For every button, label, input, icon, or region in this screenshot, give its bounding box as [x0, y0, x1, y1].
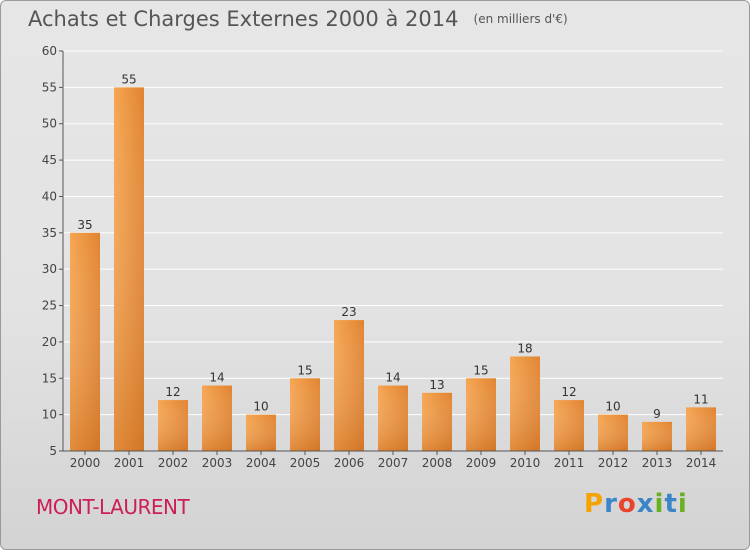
commune-name: MONT-LAURENT [36, 495, 190, 519]
x-tick-label: 2014 [686, 456, 717, 470]
x-tick-label: 2013 [642, 456, 673, 470]
bar-shade [158, 400, 188, 451]
y-tick-label: 55 [42, 80, 57, 94]
y-tick-label: 15 [42, 371, 57, 385]
x-tick-label: 2006 [334, 456, 365, 470]
x-tick-label: 2008 [422, 456, 453, 470]
bars: 35 55 12 14 10 15 23 14 13 15 18 12 10 9 11 [70, 72, 716, 451]
y-tick-label: 10 [42, 408, 57, 422]
axes: 5 10 15 20 25 30 35 40 45 50 55 60 2000 2001 2002 2003 2… [42, 44, 723, 470]
x-tick-label: 2009 [466, 456, 497, 470]
proxiti-logo: Proxiti [584, 489, 688, 519]
y-tick-label: 25 [42, 299, 57, 313]
bar-value-label: 9 [653, 407, 661, 421]
bar-value-label: 14 [209, 371, 224, 385]
y-tick-label: 5 [49, 444, 57, 458]
chart-subtitle: (en milliers d'€) [473, 12, 568, 26]
bar-shade [114, 87, 144, 451]
bar-shade [466, 378, 496, 451]
logo-letter: x [636, 489, 655, 519]
y-tick-label: 40 [42, 189, 57, 203]
bar-value-label: 10 [605, 400, 620, 414]
bar-shade [378, 385, 408, 451]
x-tick-label: 2001 [114, 456, 145, 470]
chart-title: Achats et Charges Externes 2000 à 2014 [28, 7, 459, 31]
bar-shade [642, 421, 672, 451]
x-tick-label: 2003 [202, 456, 233, 470]
bar-shade [290, 378, 320, 451]
logo-letter: i [654, 489, 665, 519]
y-tick-label: 45 [42, 153, 57, 167]
bar-shade [70, 232, 100, 451]
y-tick-label: 20 [42, 335, 57, 349]
y-tick-label: 60 [42, 44, 57, 58]
y-tick-label: 50 [42, 117, 57, 131]
y-tick-label: 30 [42, 262, 57, 276]
bar-shade [686, 407, 716, 451]
bar-value-label: 15 [473, 363, 488, 377]
bar-value-label: 23 [341, 305, 356, 319]
x-tick-label: 2005 [290, 456, 321, 470]
x-tick-label: 2002 [158, 456, 189, 470]
x-tick-label: 2000 [70, 456, 101, 470]
logo-letter: o [617, 489, 637, 519]
bar-value-label: 13 [429, 378, 444, 392]
logo-letter: r [604, 489, 618, 519]
bar-value-label: 14 [385, 371, 400, 385]
bar-value-label: 11 [693, 392, 708, 406]
bar-value-label: 55 [121, 72, 136, 86]
x-tick-label: 2012 [598, 456, 629, 470]
title-row: Achats et Charges Externes 2000 à 2014 (… [28, 7, 568, 31]
bar-shade [510, 356, 540, 451]
x-tick-label: 2011 [554, 456, 585, 470]
logo-letter: t [664, 489, 678, 519]
x-tick-label: 2007 [378, 456, 409, 470]
bar-shade [598, 414, 628, 451]
bar-value-label: 15 [297, 363, 312, 377]
bar-value-label: 12 [561, 385, 576, 399]
bar-value-label: 35 [77, 218, 92, 232]
x-tick-label: 2010 [510, 456, 541, 470]
bar-value-label: 12 [165, 385, 180, 399]
logo-letter: i [677, 489, 688, 519]
y-tick-label: 35 [42, 226, 57, 240]
x-tick-label: 2004 [246, 456, 277, 470]
bar-shade [334, 320, 364, 451]
logo-letter: P [584, 489, 605, 519]
bar-shade [422, 392, 452, 451]
bar-shade [554, 400, 584, 451]
bar-shade [246, 414, 276, 451]
bar-value-label: 18 [517, 341, 532, 355]
bar-value-label: 10 [253, 400, 268, 414]
bar-shade [202, 385, 232, 451]
